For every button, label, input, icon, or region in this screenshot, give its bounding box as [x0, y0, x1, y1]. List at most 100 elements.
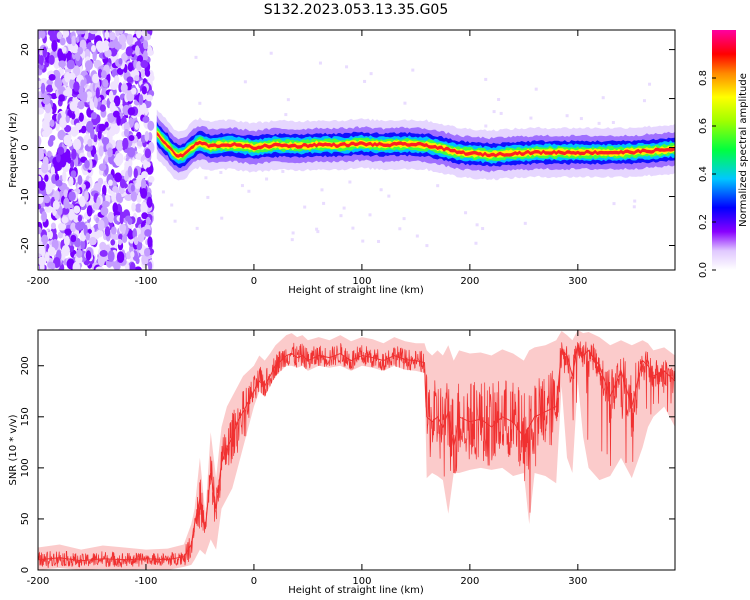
heatmap-noise-cell — [116, 139, 124, 152]
heatmap-faint-cell — [368, 213, 372, 217]
heatmap-noise-cell — [110, 226, 117, 235]
heatmap-faint-cell — [612, 202, 616, 206]
y-tick-label: 20 — [20, 43, 31, 56]
heatmap-noise-cell — [124, 194, 133, 202]
heatmap-faint-cell — [286, 98, 290, 102]
heatmap-noise-cell — [125, 263, 130, 270]
heatmap-noise-cell — [81, 183, 86, 190]
heatmap-noise-cell — [119, 178, 126, 189]
heatmap-noise-cell — [84, 159, 90, 169]
heatmap-noise-cell — [57, 222, 67, 231]
heatmap-noise-cell — [40, 245, 46, 258]
x-tick-label: 200 — [460, 276, 479, 287]
heatmap-noise-cell — [102, 184, 107, 196]
heatmap-noise-cell — [47, 30, 55, 37]
heatmap-faint-cell — [206, 195, 210, 199]
heatmap-noise-cell — [118, 233, 123, 241]
heatmap-noise-cell — [98, 123, 106, 132]
heatmap-noise-cell — [108, 90, 114, 103]
heatmap-noise-cell — [107, 250, 115, 262]
heatmap-noise-cell — [136, 131, 142, 140]
heatmap-noise-cell — [122, 137, 129, 150]
y-tick-label: -20 — [20, 237, 31, 253]
heatmap-noise-cell — [121, 223, 126, 235]
heatmap-faint-cell — [474, 241, 478, 245]
heatmap-noise-cell — [96, 196, 101, 207]
heatmap-noise-cell — [78, 85, 84, 95]
heatmap-noise-cell — [85, 250, 92, 261]
heatmap-faint-cell — [195, 226, 199, 230]
x-tick-label: 300 — [568, 276, 587, 287]
heatmap-faint-cell — [198, 101, 202, 105]
heatmap-noise-cell — [147, 120, 155, 131]
heatmap-y-ticks: -20 -10 0 10 20 — [20, 43, 675, 254]
heatmap-noise-cell — [95, 40, 104, 51]
heatmap-noise-cell — [104, 30, 110, 40]
heatmap-noise-cell — [131, 87, 137, 95]
colorbar-tick-label: 0.0 — [698, 262, 709, 278]
x-tick-label: -100 — [135, 276, 158, 287]
heatmap-faint-cell — [425, 244, 429, 248]
heatmap-noise-cell — [144, 148, 152, 159]
heatmap-noise-cell — [38, 193, 44, 205]
heatmap-noise-cell — [38, 30, 42, 40]
heatmap-noise-cell — [107, 147, 113, 158]
heatmap-noise-cell — [88, 158, 93, 171]
heatmap-noise-cell — [109, 101, 116, 113]
heatmap-noise-cell — [140, 202, 148, 214]
heatmap-noise-cell — [130, 184, 135, 192]
x-tick-label: -200 — [27, 276, 50, 287]
heatmap-faint-cell — [243, 80, 247, 84]
heatmap-noise-cell — [85, 232, 91, 241]
heatmap-x-label: Height of straight line (km) — [288, 285, 424, 296]
heatmap-noise-cell — [43, 195, 51, 204]
heatmap-noise-cell — [56, 153, 61, 163]
heatmap-noise-cell — [47, 246, 56, 257]
colorbar-tick-label: 0.6 — [698, 118, 709, 134]
heatmap-noise-cell — [77, 100, 85, 110]
heatmap-noise-cell — [40, 77, 48, 85]
heatmap-noise-cell — [140, 178, 147, 191]
heatmap-noise-cell — [61, 46, 67, 54]
heatmap-noise-cell — [101, 136, 110, 145]
heatmap-noise-cell — [99, 241, 107, 251]
heatmap-noise-cell — [47, 181, 53, 193]
heatmap-noise-cell — [63, 134, 72, 146]
heatmap-noise-cell — [41, 162, 49, 174]
heatmap-noise-cell — [110, 123, 116, 132]
heatmap-noise-cell — [70, 222, 77, 233]
heatmap-noise-cell — [134, 75, 140, 82]
heatmap-noise-cell — [48, 73, 56, 81]
heatmap-noise-cell — [136, 195, 142, 203]
heatmap-faint-cell — [194, 55, 198, 59]
heatmap-noise-cell — [126, 251, 132, 260]
heatmap-noise-cell — [50, 222, 56, 230]
snr-frame — [37, 329, 676, 571]
heatmap-noise-cell — [126, 76, 134, 83]
heatmap-noise-cell — [133, 168, 138, 179]
heatmap-noise-cell — [44, 205, 53, 213]
heatmap-noise-cell — [59, 116, 68, 129]
heatmap-noise-cell — [57, 231, 64, 239]
heatmap-noise-cell — [130, 191, 138, 202]
heatmap-noise-cell — [54, 173, 60, 182]
heatmap-noise-cell — [66, 59, 75, 70]
heatmap-noise-cell — [121, 234, 128, 243]
heatmap-noise-cell — [72, 138, 82, 151]
heatmap-faint-cell — [161, 190, 165, 194]
heatmap-noise-cell — [63, 235, 70, 247]
heatmap-faint-cell — [320, 188, 324, 192]
heatmap-noise-cell — [50, 92, 58, 100]
heatmap-noise-cell — [141, 86, 147, 95]
heatmap-noise-cell — [134, 266, 142, 270]
heatmap-noise-cell — [115, 152, 124, 162]
heatmap-faint-cell — [484, 77, 488, 81]
heatmap-noise-cell — [55, 179, 63, 187]
heatmap-noise-cell — [84, 190, 89, 202]
heatmap-noise-cell — [72, 127, 80, 136]
heatmap-noise-cell — [108, 41, 117, 49]
heatmap-faint-cell — [379, 188, 383, 192]
figure-title: S132.2023.053.13.35.G05 — [264, 2, 449, 18]
